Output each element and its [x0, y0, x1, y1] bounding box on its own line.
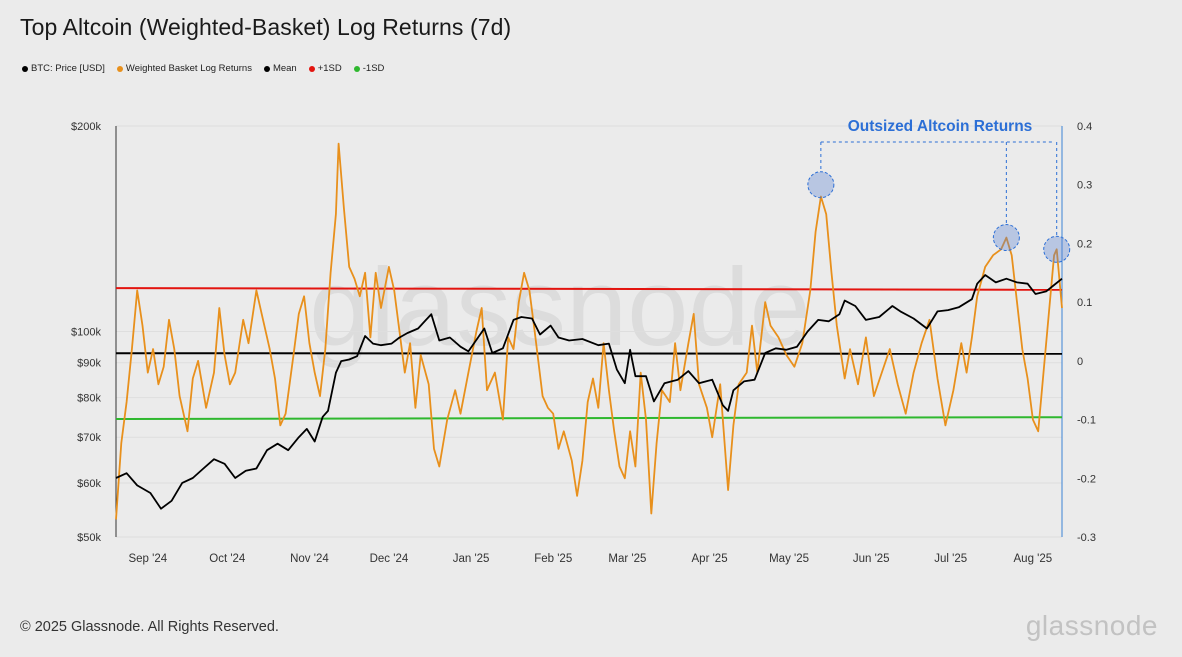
x-tick-label: Nov '24: [290, 553, 329, 565]
legend-swatch: [263, 65, 270, 72]
legend-swatch: [353, 65, 360, 72]
brand-logo: glassnode: [1025, 610, 1158, 641]
series-line: [115, 287, 1063, 291]
chart-title: Top Altcoin (Weighted-Basket) Log Return…: [20, 14, 512, 40]
series-line: [115, 352, 1063, 355]
right-tick-label: 0.4: [1077, 121, 1092, 133]
legend-swatch: [22, 65, 28, 72]
left-tick-label: $80k: [77, 393, 101, 405]
x-tick-label: Apr '25: [692, 553, 728, 565]
copyright-footer: © 2025 Glassnode. All Rights Reserved.: [20, 619, 279, 635]
x-tick-label: Aug '25: [1014, 553, 1053, 565]
x-tick-label: Oct '24: [209, 553, 246, 565]
left-tick-label: $60k: [77, 478, 101, 490]
x-tick-label: Dec '24: [370, 553, 409, 565]
x-tick-label: Feb '25: [534, 553, 572, 565]
highlight-circle: [807, 171, 835, 199]
left-tick-label: $50k: [77, 532, 101, 544]
legend-item[interactable]: Mean: [263, 63, 297, 74]
right-tick-label: -0.3: [1077, 532, 1096, 544]
left-tick-label: $70k: [77, 432, 101, 444]
legend-item[interactable]: +1SD: [308, 63, 342, 74]
legend-label: BTC: Price [USD]: [31, 63, 105, 74]
legend-item[interactable]: -1SD: [353, 63, 385, 74]
legend-label: -1SD: [362, 63, 385, 74]
legend-item[interactable]: BTC: Price [USD]: [22, 63, 105, 74]
annotation-label: Outsized Altcoin Returns: [848, 118, 1033, 135]
legend-label: Mean: [272, 63, 297, 74]
legend-label: Weighted Basket Log Returns: [125, 63, 252, 74]
legend-swatch: [308, 65, 315, 72]
right-tick-label: -0.2: [1077, 473, 1096, 485]
legend-label: +1SD: [317, 63, 342, 74]
legend-item[interactable]: Weighted Basket Log Returns: [116, 63, 252, 74]
right-tick-label: 0: [1077, 356, 1083, 368]
right-tick-label: 0.3: [1077, 180, 1092, 192]
right-tick-label: -0.1: [1077, 415, 1096, 427]
legend-swatch: [116, 65, 123, 72]
x-tick-label: Mar '25: [608, 553, 646, 565]
x-tick-label: Jan '25: [453, 553, 490, 565]
right-tick-label: 0.1: [1077, 297, 1092, 309]
series-line: [115, 274, 1063, 510]
series-line: [115, 416, 1063, 420]
x-tick-label: May '25: [769, 553, 809, 565]
right-tick-label: 0.2: [1077, 238, 1092, 250]
highlight-circle: [1043, 235, 1071, 263]
x-tick-label: Jul '25: [934, 553, 967, 565]
left-tick-label: $90k: [77, 358, 101, 370]
series-line: [115, 142, 1063, 520]
x-tick-label: Jun '25: [853, 553, 890, 565]
highlight-circle: [992, 224, 1020, 252]
left-tick-label: $100k: [71, 327, 101, 339]
x-tick-label: Sep '24: [128, 553, 167, 565]
chart-legend: BTC: Price [USD] Weighted Basket Log Retu…: [22, 63, 384, 74]
left-tick-label: $200k: [71, 121, 101, 133]
